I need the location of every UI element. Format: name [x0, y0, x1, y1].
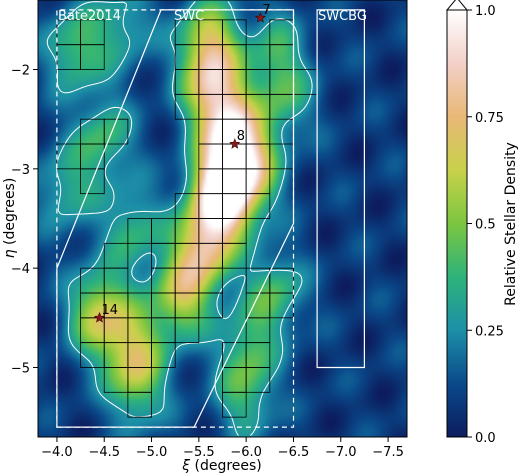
- star-8-label: 8: [237, 129, 245, 144]
- x-tick-label: −4.0: [41, 445, 73, 460]
- region-bate2014-outline: [56, 9, 295, 428]
- bate2014-label: Bate2014: [58, 9, 121, 24]
- density-contours: [46, 1, 313, 436]
- region-swcbg-outline: [316, 9, 365, 369]
- x-tick-label: −5.5: [183, 445, 215, 460]
- y-tick-label: −3: [11, 163, 30, 178]
- x-tick-label: −6.5: [278, 445, 310, 460]
- swc-label: SWC: [174, 9, 204, 24]
- swcbg-label: SWCBG: [318, 9, 367, 24]
- star-14-label: 14: [102, 303, 119, 318]
- y-axis-symbol: η: [2, 249, 18, 258]
- colorbar-label: Relative Stellar Density: [503, 142, 519, 306]
- x-axis-symbol: ξ: [181, 458, 190, 474]
- grid-cell: [80, 168, 105, 195]
- grid-cell: [245, 367, 271, 393]
- colorbar-tick-label: 0.5: [475, 218, 496, 233]
- region-swc-outline: [56, 9, 295, 428]
- x-tick-label: −7.5: [372, 445, 404, 460]
- x-tick-label: −7.0: [325, 445, 357, 460]
- y-axis: −2 −3 −4 −5: [11, 64, 38, 376]
- x-tick-label: −5.0: [136, 445, 168, 460]
- grid-cell: [222, 391, 247, 418]
- grid-cell: [222, 242, 247, 269]
- grid-cell: [80, 44, 105, 70]
- star-14-marker: [93, 312, 106, 323]
- colorbar-ticks: 0.0 0.25 0.5 0.75 1.0: [467, 4, 504, 446]
- grid-cell: [198, 292, 223, 319]
- colorbar-tick-label: 0.75: [475, 111, 504, 126]
- colorbar-gradient: [446, 9, 468, 438]
- region-outlines: [56, 9, 365, 428]
- y-tick-label: −5: [11, 361, 30, 376]
- x-axis: −4.0 −4.5 −5.0 −5.5 −6.0 −6.5 −7.0 −7.5: [41, 437, 404, 460]
- x-axis-label: ξ (degrees): [181, 458, 262, 474]
- colorbar-tick-label: 1.0: [475, 4, 496, 19]
- star-markers: 7 8 14: [93, 3, 271, 323]
- y-tick-label: −4: [11, 262, 30, 277]
- grid-cell: [127, 391, 152, 418]
- colorbar-tick-label: 0.25: [475, 324, 504, 339]
- colorbar-tick-label: 0.0: [475, 431, 496, 446]
- grid-cell: [151, 342, 176, 368]
- grid-cell: [269, 292, 294, 319]
- grid-cell: [245, 193, 271, 219]
- x-tick-label: −6.0: [230, 445, 262, 460]
- colorbar-extend-triangle: [445, 0, 469, 11]
- plot-frame: [37, 0, 408, 438]
- x-tick-label: −4.5: [88, 445, 120, 460]
- star-7-marker: [254, 12, 266, 23]
- colorbar: 0.0 0.25 0.5 0.75 1.0 Relative Stellar Densi…: [445, 0, 519, 446]
- x-axis-unit: (degrees): [190, 458, 262, 474]
- grid-cell: [174, 317, 200, 344]
- grid-cell: [103, 118, 129, 145]
- y-tick-label: −2: [11, 64, 30, 79]
- y-axis-label: η (degrees): [2, 178, 18, 259]
- star-8-marker: [229, 138, 241, 149]
- star-7-label: 7: [262, 3, 270, 18]
- y-axis-unit: (degrees): [2, 178, 18, 250]
- plot-area: 7 8 14 Bate2014 SWC SWCBG: [37, 0, 408, 438]
- density-contour-line: [46, 1, 313, 436]
- analysis-grid: [56, 19, 318, 418]
